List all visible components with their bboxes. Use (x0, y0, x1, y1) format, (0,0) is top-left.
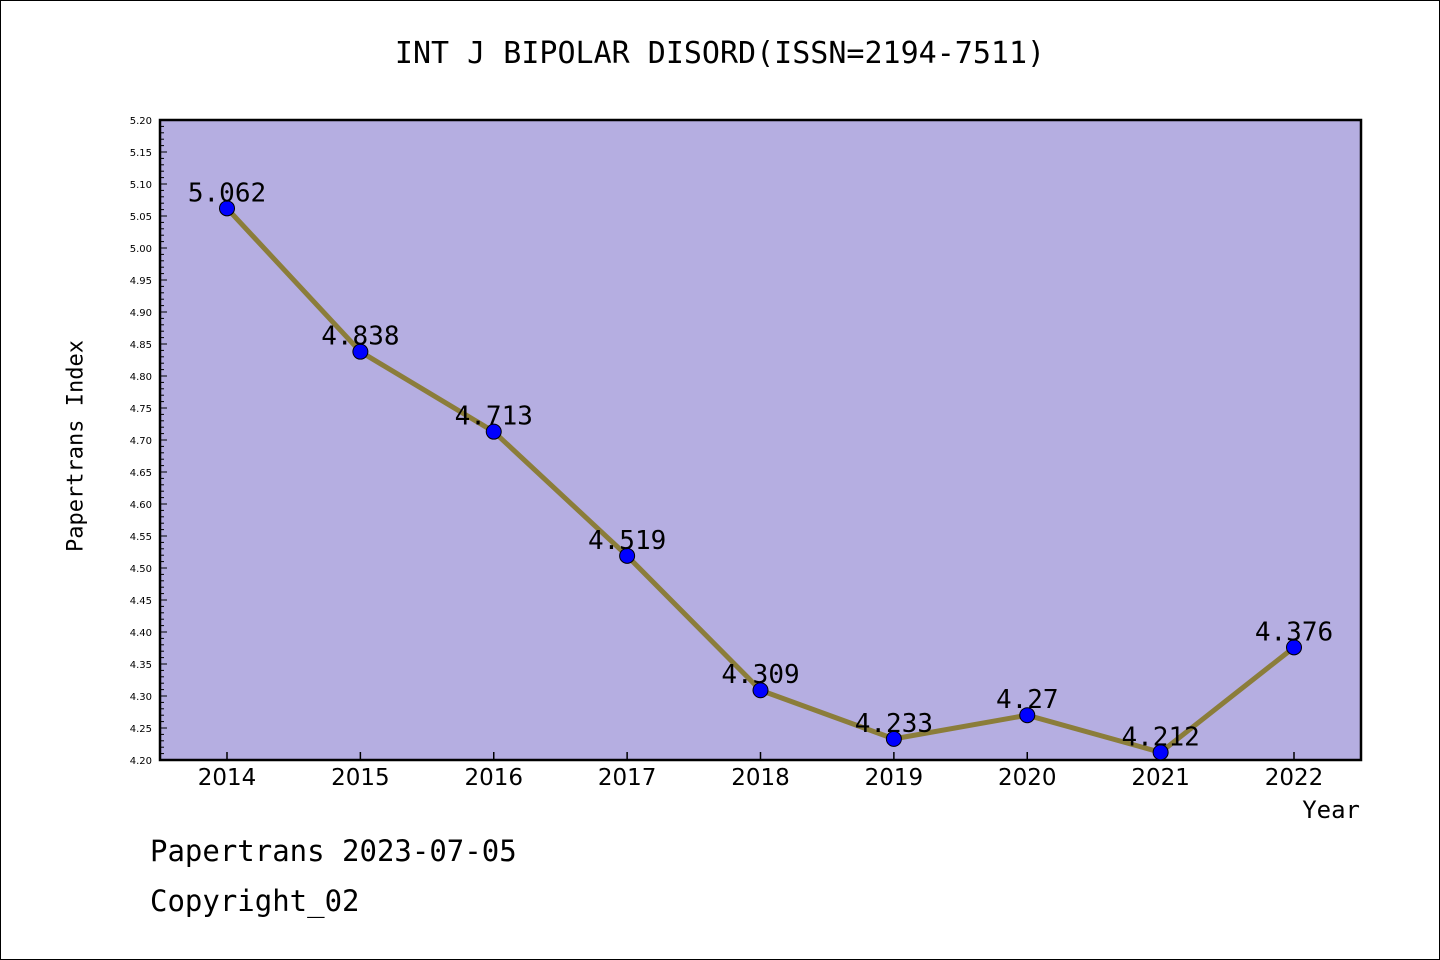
y-tick-label: 5.20 (130, 116, 152, 127)
data-point (352, 343, 369, 360)
data-label: 4.212 (1121, 722, 1199, 752)
chart-title: INT J BIPOLAR DISORD(ISSN=2194-7511) (394, 36, 1046, 71)
x-tick-label: 2022 (1265, 765, 1324, 791)
y-tick-label: 4.45 (130, 596, 152, 607)
y-tick-label: 5.05 (130, 212, 152, 223)
data-point (619, 547, 636, 564)
x-axis-label: Year (1302, 796, 1360, 824)
y-tick-label: 4.55 (130, 532, 152, 543)
y-tick-label: 4.40 (130, 628, 152, 639)
x-tick-label: 2019 (865, 765, 924, 791)
data-label: 4.838 (321, 322, 399, 352)
x-tick-label: 2014 (198, 765, 257, 791)
data-label: 4.309 (721, 660, 799, 690)
y-tick-label: 4.90 (130, 308, 152, 319)
data-label: 4.519 (588, 526, 666, 556)
data-point (1286, 639, 1302, 656)
data-label: 4.27 (996, 685, 1059, 715)
y-tick-label: 4.25 (130, 724, 152, 735)
y-tick-label: 4.35 (130, 660, 152, 671)
y-tick-label: 4.20 (130, 756, 152, 767)
x-tick-label: 2020 (998, 765, 1057, 791)
y-tick-label: 4.85 (130, 340, 152, 351)
data-label: 4.713 (455, 402, 533, 432)
y-tick-label: 5.00 (130, 244, 152, 255)
y-tick-label: 5.15 (130, 148, 152, 159)
x-tick-label: 2021 (1131, 765, 1190, 791)
data-point (1019, 707, 1036, 724)
data-label: 4.376 (1255, 617, 1333, 647)
x-tick-label: 2015 (331, 765, 390, 791)
y-tick-label: 4.60 (130, 500, 152, 511)
data-point (885, 730, 902, 747)
y-tick-label: 4.65 (130, 468, 152, 479)
footer-copyright: Copyright_02 (150, 884, 360, 918)
data-point (485, 423, 502, 440)
plot-area (160, 120, 1361, 760)
y-tick-label: 5.10 (130, 180, 152, 191)
x-tick-label: 2016 (464, 765, 523, 791)
y-tick-label: 4.95 (130, 276, 152, 287)
footer-date: Papertrans 2023-07-05 (150, 834, 517, 868)
data-point (1152, 744, 1169, 761)
y-tick-label: 4.70 (130, 436, 152, 447)
data-label: 5.062 (188, 178, 266, 208)
x-tick-label: 2018 (731, 765, 790, 791)
data-point (219, 200, 235, 217)
y-tick-label: 4.50 (130, 564, 152, 575)
data-label: 4.233 (855, 709, 933, 739)
x-tick-label: 2017 (598, 765, 657, 791)
y-tick-label: 4.80 (130, 372, 152, 383)
y-tick-label: 4.75 (130, 404, 152, 415)
plot-border (158, 118, 1363, 762)
data-point (752, 682, 769, 699)
y-tick-label: 4.30 (130, 692, 152, 703)
